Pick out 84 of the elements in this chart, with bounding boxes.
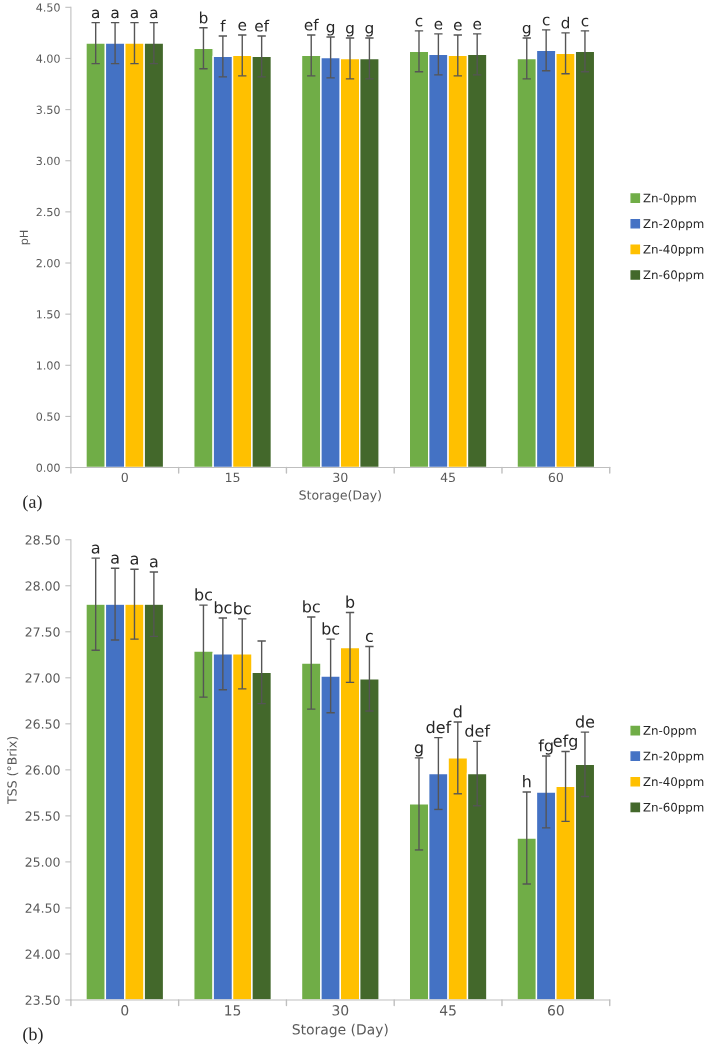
data-label: a — [130, 9, 138, 19]
data-label: bc — [303, 600, 320, 613]
data-label: bc — [214, 601, 232, 614]
data-label: d — [453, 705, 462, 718]
data-label: bc — [234, 602, 251, 615]
y-tick-label: 27.00 — [25, 673, 60, 683]
data-label: b — [346, 595, 355, 608]
legend-label: Zn-20ppm — [643, 751, 704, 763]
y-tick-label: 1.00 — [36, 361, 60, 370]
y-tick-label: 25.00 — [25, 857, 60, 867]
data-label: def — [465, 724, 491, 737]
y-tick-label: 23.50 — [25, 995, 60, 1005]
data-label: c — [365, 632, 373, 643]
x-tick-label: 30 — [332, 1005, 349, 1016]
data-label: g — [414, 744, 423, 757]
data-label: b — [199, 11, 208, 24]
data-label: c — [542, 16, 550, 26]
data-label: e — [473, 20, 482, 30]
x-tick-label: 15 — [225, 1005, 241, 1016]
legend-label: Zn-60ppm — [643, 802, 704, 814]
y-tick-label: 27.50 — [25, 627, 60, 637]
data-label: g — [326, 23, 335, 36]
data-label: e — [453, 21, 462, 31]
data-label: c — [581, 17, 589, 27]
data-label: a — [130, 555, 138, 565]
data-label: a — [91, 544, 100, 554]
legend-label: Zn-40ppm — [643, 244, 704, 256]
data-label: a — [149, 558, 158, 568]
legend-label: Zn-60ppm — [643, 270, 704, 282]
legend-label: Zn-0ppm — [643, 725, 696, 738]
data-label: g — [365, 24, 373, 37]
legend-label: Zn-0ppm — [643, 193, 696, 205]
data-label: ef — [255, 19, 270, 32]
data-label: bc — [195, 588, 212, 601]
data-label: efg — [553, 734, 577, 751]
y-tick-label: 28.50 — [25, 535, 60, 545]
y-tick-label: 2.00 — [36, 258, 60, 268]
data-label: d — [561, 16, 570, 29]
data-label: bc — [322, 622, 340, 635]
y-tick-label: 24.50 — [25, 903, 60, 913]
x-tick-label: 0 — [121, 472, 128, 483]
y-tick-label: 0.00 — [36, 463, 60, 472]
x-tick-label: 45 — [439, 1005, 456, 1016]
y-tick-label: 24.00 — [25, 949, 60, 959]
y-tick-label: 4.00 — [36, 54, 60, 63]
legend-label: Zn-20ppm — [643, 219, 704, 231]
y-axis-title: TSS (°Brix) — [7, 736, 19, 804]
text: (a) — [23, 495, 42, 512]
data-label: h — [523, 775, 531, 788]
y-tick-label: 26.00 — [25, 765, 60, 775]
y-tick-label: 3.00 — [36, 156, 60, 166]
y-axis-title: pH — [19, 230, 31, 245]
data-label: g — [522, 24, 531, 37]
x-tick-label: 60 — [547, 1005, 564, 1016]
data-label: a — [150, 9, 158, 19]
data-label: de — [575, 715, 595, 728]
x-axis-title: Storage (Day) — [292, 1023, 388, 1038]
data-label: e — [238, 21, 247, 31]
x-axis-title: Storage(Day) — [299, 490, 381, 503]
y-tick-label: 28.00 — [25, 581, 60, 591]
y-tick-label: 26.50 — [25, 719, 60, 729]
y-tick-label: 25.50 — [25, 811, 60, 821]
data-label: ef — [304, 18, 319, 31]
data-label: a — [91, 9, 99, 19]
data-label: g — [346, 24, 354, 37]
y-tick-label: 2.50 — [36, 207, 60, 217]
x-tick-label: 15 — [225, 472, 240, 483]
x-tick-label: 30 — [333, 472, 348, 483]
data-label: a — [111, 554, 119, 564]
y-tick-label: 4.50 — [36, 3, 60, 12]
data-label: fg — [538, 739, 553, 755]
data-label: a — [111, 9, 119, 19]
x-tick-label: 0 — [121, 1005, 129, 1016]
y-tick-label: 0.50 — [36, 412, 60, 421]
legend-label: Zn-40ppm — [643, 777, 704, 789]
data-label: f — [220, 19, 226, 32]
data-label: e — [434, 20, 443, 30]
text: (b) — [23, 1027, 43, 1044]
y-tick-label: 1.50 — [36, 310, 60, 319]
x-tick-label: 45 — [440, 472, 455, 483]
x-tick-label: 60 — [548, 472, 563, 483]
data-label: c — [415, 17, 423, 27]
data-label: def — [426, 720, 452, 734]
y-tick-label: 3.50 — [36, 105, 60, 114]
